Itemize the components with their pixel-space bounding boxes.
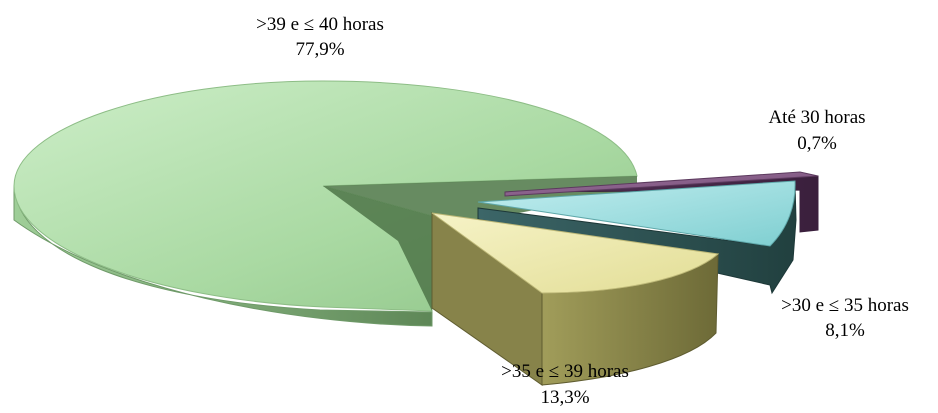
label-30-35-name: >30 e ≤ 35 horas — [781, 295, 909, 316]
slice-35-39-horas — [431, 212, 720, 386]
label-ate-30-value: 0,7% — [797, 133, 837, 154]
slice-39-40-side — [13, 185, 433, 327]
slice-35-39-top — [431, 212, 720, 294]
label-39-40-name: >39 e ≤ 40 horas — [256, 14, 384, 35]
label-35-39-name: >35 e ≤ 39 horas — [501, 361, 629, 382]
label-39-40-value: 77,9% — [295, 39, 344, 60]
label-30-35-value: 8,1% — [825, 320, 865, 341]
slice-ate-30-top — [504, 171, 819, 197]
slice-39-40-top — [13, 80, 638, 312]
slice-39-40-inner-face — [323, 186, 432, 311]
label-35-39-value: 13,3% — [540, 387, 589, 408]
label-ate-30-name: Até 30 horas — [768, 107, 865, 128]
slice-30-35-top — [477, 180, 796, 247]
